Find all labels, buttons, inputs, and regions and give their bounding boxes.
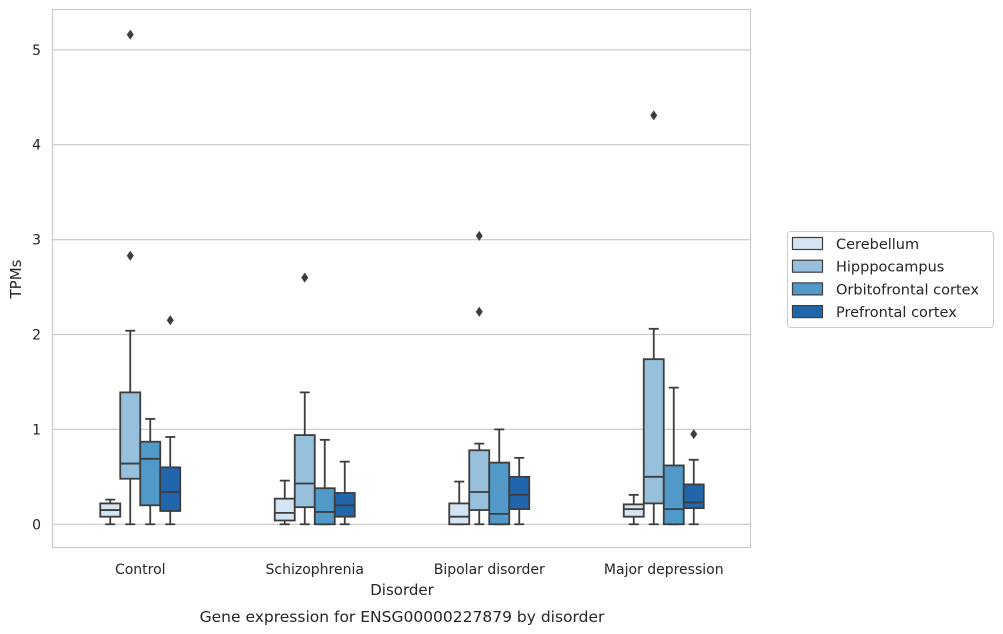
y-tick-label: 4	[32, 138, 41, 154]
legend: Cerebellum Hipppocampus Orbitofrontal cort…	[787, 231, 994, 328]
legend-swatch	[791, 305, 824, 319]
y-tick-label: 0	[32, 517, 41, 533]
box-iqr	[642, 358, 665, 505]
y-tick-label: 2	[32, 328, 41, 344]
box-iqr	[159, 466, 182, 512]
boxes	[99, 29, 705, 526]
y-tick-label: 3	[32, 233, 41, 249]
figure-caption: Gene expression for ENSG00000227879 by d…	[200, 608, 605, 626]
box-group	[508, 456, 531, 526]
x-tick-label: Schizophrenia	[266, 562, 364, 578]
box-group	[622, 493, 645, 526]
y-tick-labels: 0 1 2 3 4 5	[32, 43, 41, 533]
legend-label: Orbitofrontal cortex	[836, 282, 979, 298]
box-group	[273, 479, 296, 526]
outlier-point	[690, 429, 698, 440]
legend-swatch	[791, 282, 824, 296]
box-iqr	[682, 483, 705, 510]
box-iqr	[448, 502, 471, 526]
outlier-point	[475, 306, 483, 317]
outlier-point	[650, 110, 658, 121]
box-group	[682, 429, 705, 526]
box-group	[293, 272, 316, 526]
legend-label: Hipppocampus	[836, 260, 944, 276]
plot-frame	[51, 8, 752, 549]
legend-label: Cerebellum	[836, 237, 919, 253]
box-group	[488, 428, 511, 526]
box-group	[119, 29, 142, 526]
box-iqr	[293, 434, 316, 509]
outlier-point	[301, 272, 309, 283]
box-iqr	[313, 487, 336, 526]
outlier-point	[166, 315, 174, 326]
y-axis-title: TPMs	[7, 259, 25, 299]
box-group	[662, 386, 685, 526]
box-iqr	[119, 391, 142, 480]
y-tick-label: 5	[32, 43, 41, 59]
box-group	[313, 438, 336, 526]
legend-frame	[787, 231, 994, 328]
box-iqr	[468, 449, 491, 511]
x-tick-labels: Control Schizophrenia Bipolar disorder Majo…	[115, 562, 724, 578]
box-iqr	[508, 475, 531, 510]
outlier-point	[475, 230, 483, 241]
legend-swatch	[791, 236, 824, 251]
outlier-point	[126, 250, 134, 261]
box-group	[99, 498, 122, 526]
outlier-point	[126, 29, 134, 40]
box-iqr	[273, 497, 296, 522]
box-group	[159, 315, 182, 526]
box-group	[139, 418, 162, 526]
legend-swatch	[791, 259, 824, 273]
box-group	[468, 230, 491, 526]
legend-label: Prefrontal cortex	[836, 305, 957, 321]
y-tick-label: 1	[32, 422, 41, 438]
box-iqr	[139, 440, 162, 507]
box-iqr	[662, 464, 685, 526]
x-tick-label: Control	[115, 562, 166, 578]
x-tick-label: Bipolar disorder	[434, 562, 545, 578]
box-group	[448, 480, 471, 526]
x-axis-title: Disorder	[370, 581, 434, 599]
box-group	[642, 110, 665, 526]
box-group	[333, 460, 356, 526]
x-tick-label: Major depression	[604, 562, 724, 578]
box-iqr	[488, 461, 511, 526]
box-iqr	[622, 503, 645, 518]
